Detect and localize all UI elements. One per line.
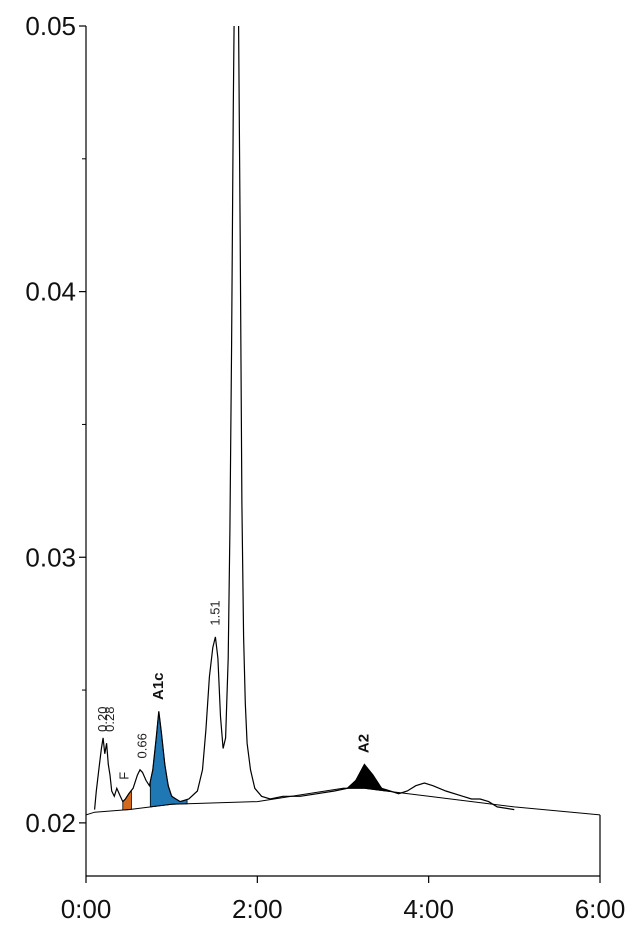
shaded-peaks [122, 711, 391, 811]
y-tick-label: 0.02 [25, 808, 76, 838]
peak-label: 0.20 [95, 707, 110, 732]
signal-lines [86, 26, 600, 816]
signal-trace [94, 26, 515, 811]
peak-label: 0.66 [135, 733, 150, 758]
axes: 0.02 0.03 0.04 0.05 0:00 2:00 4:00 6:00 [25, 11, 625, 924]
peak-label: F [117, 772, 132, 780]
y-tick-label: 0.05 [25, 11, 76, 41]
x-tick-label: 2:00 [232, 894, 283, 924]
peak-label: A1c [150, 672, 167, 700]
x-tick-label: 0:00 [61, 894, 112, 924]
y-tick-label: 0.03 [25, 542, 76, 572]
peak-label: A2 [355, 734, 372, 753]
peak-label: 0.28 [102, 707, 117, 732]
shaded-peak-a1c [149, 711, 188, 808]
baseline-trace [86, 787, 600, 816]
peak-label: 1.51 [207, 600, 222, 625]
x-tick-label: 4:00 [403, 894, 454, 924]
shaded-peak-a2 [342, 764, 391, 792]
y-tick-label: 0.04 [25, 277, 76, 307]
peak-labels: 0.200.28 F 0.66 A1c 1.51 A2 [95, 600, 372, 779]
x-tick-label: 6:00 [575, 894, 626, 924]
